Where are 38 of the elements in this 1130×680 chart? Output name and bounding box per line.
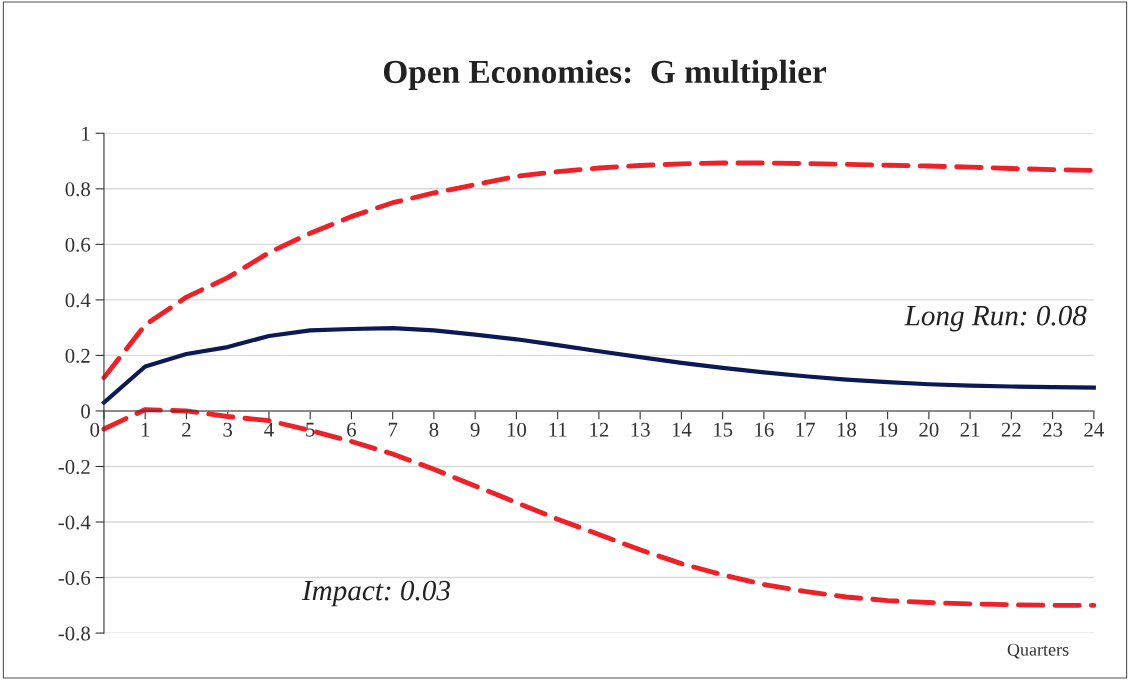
annotation: Long Run: 0.08 <box>904 305 1087 332</box>
x-tick-label: 5 <box>306 422 315 437</box>
x-tick-label: 20 <box>919 422 939 437</box>
x-tick-label: 16 <box>755 422 774 437</box>
x-tick-label: 4 <box>264 422 274 437</box>
x-tick-label: 8 <box>429 422 439 437</box>
x-tick-label: 19 <box>879 422 898 437</box>
x-tick-label: 21 <box>960 422 980 437</box>
x-tick-label: 6 <box>347 422 357 437</box>
x-tick-label: 7 <box>388 422 398 437</box>
x-tick-label: 3 <box>223 422 233 437</box>
y-tick-label: -0.8 <box>58 626 90 641</box>
x-tick-label: 11 <box>549 422 567 437</box>
annotation: Impact: 0.03 <box>301 580 450 607</box>
y-tick-label: -0.2 <box>58 459 90 474</box>
y-tick-label: 1 <box>82 126 90 141</box>
x-axis-title: Quarters <box>1007 643 1069 659</box>
x-tick-label: 12 <box>590 422 609 437</box>
y-tick-label: 0.2 <box>65 348 90 363</box>
x-tick-label: 23 <box>1043 422 1063 437</box>
y-tick-label: -0.6 <box>58 570 91 586</box>
chart-title: Open Economies: G multiplier <box>383 59 827 90</box>
x-tick-label: 22 <box>1001 422 1021 437</box>
x-tick-label: 24 <box>1084 422 1104 437</box>
y-tick-label: 0.8 <box>65 182 90 197</box>
x-tick-label: 1 <box>141 422 150 437</box>
y-tick-label: 0.6 <box>65 237 91 252</box>
x-tick-label: 2 <box>182 422 191 437</box>
x-tick-label: 14 <box>672 422 692 437</box>
y-tick-label: 0 <box>81 404 90 419</box>
y-tick-label: -0.4 <box>58 515 91 530</box>
y-tick-label: 0.4 <box>65 293 91 308</box>
x-tick-label: 10 <box>507 422 527 437</box>
x-tick-label: 9 <box>470 422 480 437</box>
x-tick-label: 15 <box>714 422 733 437</box>
x-tick-label: 18 <box>837 422 856 437</box>
x-tick-label: 17 <box>796 422 815 437</box>
x-tick-label: 13 <box>631 422 650 437</box>
